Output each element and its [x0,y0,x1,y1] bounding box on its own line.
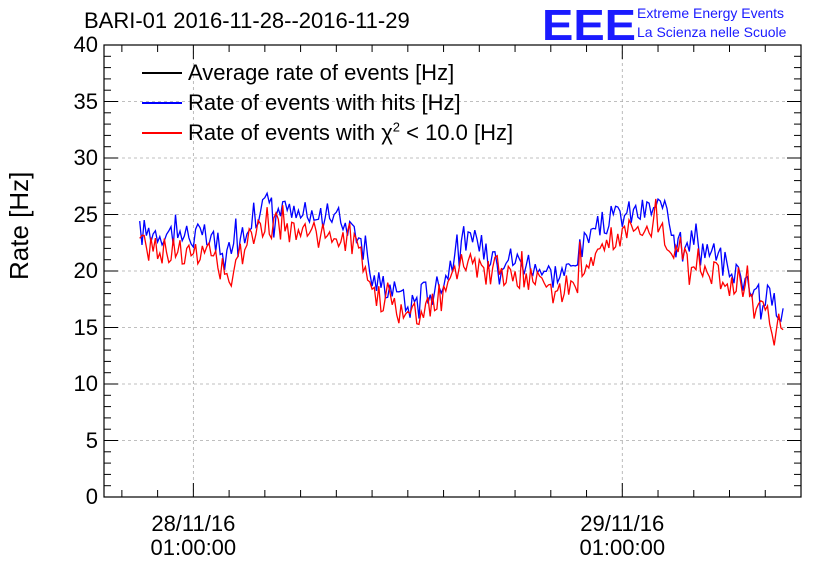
y-tick-label: 20 [73,258,98,283]
legend-swatch-hits [142,102,182,104]
x-tick-label: 28/11/16 01:00:00 [113,512,273,560]
y-tick-label: 35 [73,88,98,114]
series-line [139,191,784,323]
series-line [139,198,784,346]
x-tick-time: 01:00:00 [150,535,237,560]
legend-swatch-chi2 [142,132,182,134]
logo-letters: EEE [542,2,636,44]
y-tick-label: 30 [73,145,98,170]
eee-logo: EEE [542,2,636,44]
y-tick-label: 25 [73,201,98,227]
legend-label-average: Average rate of events [Hz] [188,60,455,85]
legend-swatch-average [142,72,182,74]
y-tick-label: 0 [85,484,98,509]
legend-label-chi2: Rate of events with χ2 < 10.0 [Hz] [188,119,514,145]
x-tick-date: 28/11/16 [151,511,236,536]
axis-ticks [104,44,801,498]
y-axis-label: Rate [Hz] [4,171,34,280]
logo-line-2: La Scienza nelle Scuole [637,24,787,40]
series-hits [139,191,784,323]
y-tick-label: 5 [85,427,98,453]
series-chi2 [139,198,784,346]
y-tick-label: 15 [73,314,98,340]
y-tick-label: 40 [73,32,98,57]
logo-line-1: Extreme Energy Events [637,5,785,21]
x-tick-label: 29/11/16 01:00:00 [542,512,702,560]
x-tick-time: 01:00:00 [579,535,666,560]
x-tick-date: 29/11/16 [580,511,665,536]
y-tick-label: 10 [73,371,98,396]
legend-label-hits: Rate of events with hits [Hz] [188,90,461,115]
logo-text: Extreme Energy Events La Scienza nelle S… [637,4,786,42]
chart-title: BARI-01 2016-11-28--2016-11-29 [84,8,410,33]
